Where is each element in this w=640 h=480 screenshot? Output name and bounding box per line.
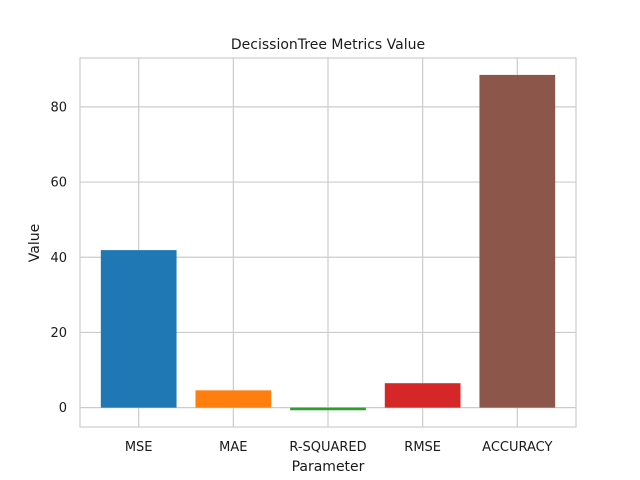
x-axis-label: Parameter <box>292 459 365 475</box>
x-tick-label: R-SQUARED <box>289 440 366 455</box>
y-axis-label: Value <box>27 224 43 262</box>
y-tick-labels: 0 20 40 60 80 <box>50 100 67 416</box>
y-tick-label: 0 <box>59 401 67 416</box>
x-tick-label: MSE <box>125 440 153 455</box>
chart-title: DecissionTree Metrics Value <box>231 37 425 53</box>
y-tick-label: 20 <box>50 326 67 341</box>
bar-r-squared <box>290 407 366 411</box>
bar-mse <box>100 250 177 408</box>
y-tick-label: 40 <box>50 251 67 266</box>
bar-rmse <box>384 383 461 408</box>
y-tick-label: 80 <box>50 100 67 115</box>
bar-accuracy <box>479 74 556 408</box>
x-tick-label: RMSE <box>404 440 441 455</box>
plot-frame <box>79 57 577 428</box>
bar-mae <box>195 390 272 408</box>
x-tick-labels: MSE MAE R-SQUARED RMSE ACCURACY <box>125 440 553 455</box>
y-tick-label: 60 <box>50 176 67 191</box>
x-tick-label: ACCURACY <box>482 440 552 455</box>
x-tick-label: MAE <box>219 440 247 455</box>
bars <box>100 74 556 411</box>
